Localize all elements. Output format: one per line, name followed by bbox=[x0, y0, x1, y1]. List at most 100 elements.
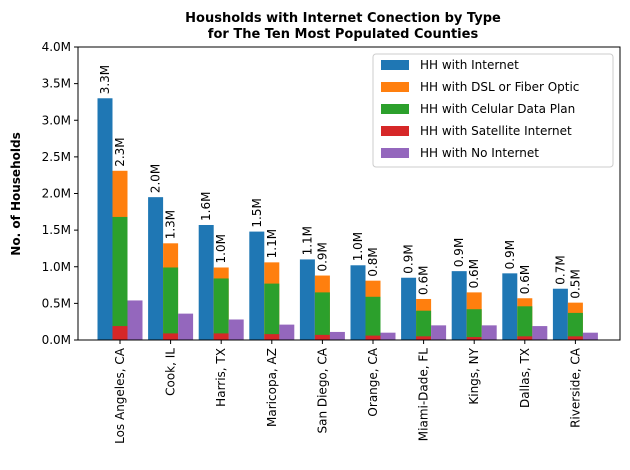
legend-label: HH with No Internet bbox=[420, 146, 539, 160]
legend-swatch bbox=[381, 82, 409, 92]
legend-frame bbox=[372, 53, 614, 168]
x-tick-label: Kings, NY bbox=[467, 347, 481, 404]
x-tick-label: Cook, IL bbox=[164, 348, 178, 396]
bar-hh-with-no-internet-5 bbox=[380, 332, 396, 340]
bar-hh-with-no-internet-9 bbox=[582, 332, 598, 340]
legend-label: HH with Celular Data Plan bbox=[420, 102, 575, 116]
x-tick-label: Dallas, TX bbox=[518, 348, 532, 408]
bar-hh-with-celular-data-plan-8 bbox=[517, 306, 533, 340]
bar-hh-with-internet-4 bbox=[299, 259, 315, 340]
x-tick-label: Los Angeles, CA bbox=[113, 347, 127, 444]
legend-label: HH with DSL or Fiber Optic bbox=[420, 80, 579, 94]
bar-hh-with-satellite-internet-7 bbox=[466, 337, 482, 340]
bar-hh-with-no-internet-2 bbox=[228, 319, 244, 340]
data-label: 0.5M bbox=[568, 269, 582, 298]
y-tick-label: 3.0M bbox=[42, 113, 71, 127]
y-tick-label: 2.5M bbox=[42, 150, 71, 164]
legend-swatch bbox=[381, 126, 409, 136]
legend-swatch bbox=[381, 148, 409, 158]
data-label: 1.5M bbox=[250, 198, 264, 227]
bar-hh-with-no-internet-1 bbox=[178, 313, 194, 340]
bar-hh-with-celular-data-plan-6 bbox=[416, 310, 432, 340]
y-axis-label: No. of Households bbox=[9, 132, 23, 255]
legend: HH with Internet HH with DSL or Fiber Opt… bbox=[372, 53, 614, 168]
bar-hh-with-satellite-internet-3 bbox=[264, 334, 280, 340]
bar-hh-with-satellite-internet-6 bbox=[416, 336, 432, 340]
bar-hh-with-satellite-internet-8 bbox=[517, 336, 533, 340]
data-label: 1.1M bbox=[265, 229, 279, 258]
bar-hh-with-internet-6 bbox=[401, 277, 417, 340]
x-tick-label: Harris, TX bbox=[214, 348, 228, 407]
data-label: 1.3M bbox=[164, 210, 178, 239]
x-tick-label: San Diego, CA bbox=[315, 347, 329, 433]
bar-hh-with-celular-data-plan-9 bbox=[567, 312, 583, 340]
data-label: 0.7M bbox=[553, 255, 567, 284]
y-tick-label: 1.5M bbox=[42, 223, 71, 237]
data-label: 1.0M bbox=[351, 232, 365, 261]
bar-hh-with-no-internet-8 bbox=[532, 326, 548, 340]
data-label: 0.6M bbox=[417, 266, 431, 295]
data-label: 1.6M bbox=[199, 192, 213, 221]
y-tick-label: 1.0M bbox=[42, 260, 71, 274]
bar-hh-with-internet-0 bbox=[97, 98, 113, 341]
chart-title-line2: for The Ten Most Populated Counties bbox=[208, 27, 479, 42]
bar-hh-with-internet-3 bbox=[249, 231, 265, 340]
y-tick-label: 0.5M bbox=[42, 296, 71, 310]
bar-hh-with-satellite-internet-4 bbox=[314, 334, 330, 340]
x-tick-label: Orange, CA bbox=[366, 347, 380, 416]
bar-hh-with-no-internet-0 bbox=[127, 300, 143, 340]
bar-hh-with-celular-data-plan-2 bbox=[213, 278, 229, 340]
bar-hh-with-internet-9 bbox=[552, 288, 568, 340]
data-label: 2.0M bbox=[149, 164, 163, 193]
bars-group bbox=[97, 98, 598, 341]
bar-hh-with-satellite-internet-5 bbox=[365, 335, 381, 340]
bar-hh-with-satellite-internet-2 bbox=[213, 333, 229, 340]
bar-hh-with-celular-data-plan-1 bbox=[163, 267, 179, 340]
chart-title-line1: Housholds with Internet Conection by Typ… bbox=[185, 11, 501, 26]
data-label: 1.0M bbox=[214, 234, 228, 263]
data-label: 0.9M bbox=[503, 240, 517, 269]
legend-label: HH with Internet bbox=[420, 58, 519, 72]
x-tick-label: Riverside, CA bbox=[568, 347, 582, 428]
legend-swatch bbox=[381, 104, 409, 114]
legend-swatch bbox=[381, 60, 409, 70]
y-tick-label: 3.5M bbox=[42, 77, 71, 91]
bar-hh-with-satellite-internet-1 bbox=[163, 333, 179, 340]
y-tick-label: 2.0M bbox=[42, 187, 71, 201]
bar-hh-with-celular-data-plan-5 bbox=[365, 296, 381, 340]
y-tick-label: 0.0M bbox=[42, 333, 71, 347]
data-labels-group: 3.3M2.3M2.0M1.3M1.6M1.0M1.5M1.1M 1.1M0.9M… bbox=[98, 65, 582, 299]
bar-hh-with-internet-1 bbox=[148, 197, 164, 340]
data-label: 0.9M bbox=[452, 238, 466, 267]
bar-hh-with-no-internet-4 bbox=[329, 331, 345, 340]
bar-hh-with-no-internet-3 bbox=[279, 324, 295, 340]
bar-hh-with-celular-data-plan-3 bbox=[264, 283, 280, 340]
data-label: 0.9M bbox=[315, 242, 329, 271]
data-label: 0.9M bbox=[402, 244, 416, 273]
data-label: 2.3M bbox=[113, 137, 127, 166]
bar-hh-with-no-internet-7 bbox=[481, 325, 497, 340]
data-label: 3.3M bbox=[98, 65, 112, 94]
bar-hh-with-internet-7 bbox=[451, 271, 467, 340]
bar-hh-with-internet-8 bbox=[502, 273, 518, 340]
legend-label: HH with Satellite Internet bbox=[420, 124, 572, 138]
x-tick-label: Miami-Dade, FL bbox=[417, 348, 431, 442]
x-axis: Los Angeles, CA Cook, IL Harris, TX Maricop… bbox=[113, 340, 582, 444]
bar-hh-with-celular-data-plan-4 bbox=[314, 292, 330, 340]
bar-hh-with-no-internet-6 bbox=[431, 325, 447, 340]
y-axis: 0.0M 0.5M 1.0M 1.5M 2.0M 2.5M 3.0M 3.5M 4.0M bbox=[42, 40, 78, 347]
bar-hh-with-celular-data-plan-0 bbox=[112, 216, 128, 340]
bar-hh-with-internet-5 bbox=[350, 265, 366, 340]
data-label: 1.1M bbox=[300, 226, 314, 255]
bar-hh-with-satellite-internet-0 bbox=[112, 326, 128, 340]
data-label: 0.6M bbox=[467, 259, 481, 288]
bar-hh-with-satellite-internet-9 bbox=[567, 336, 583, 340]
data-label: 0.6M bbox=[518, 265, 532, 294]
y-tick-label: 4.0M bbox=[42, 40, 71, 54]
bar-hh-with-internet-2 bbox=[198, 224, 214, 340]
x-tick-label: Maricopa, AZ bbox=[265, 348, 279, 427]
bar-hh-with-celular-data-plan-7 bbox=[466, 309, 482, 340]
data-label: 0.8M bbox=[366, 247, 380, 276]
